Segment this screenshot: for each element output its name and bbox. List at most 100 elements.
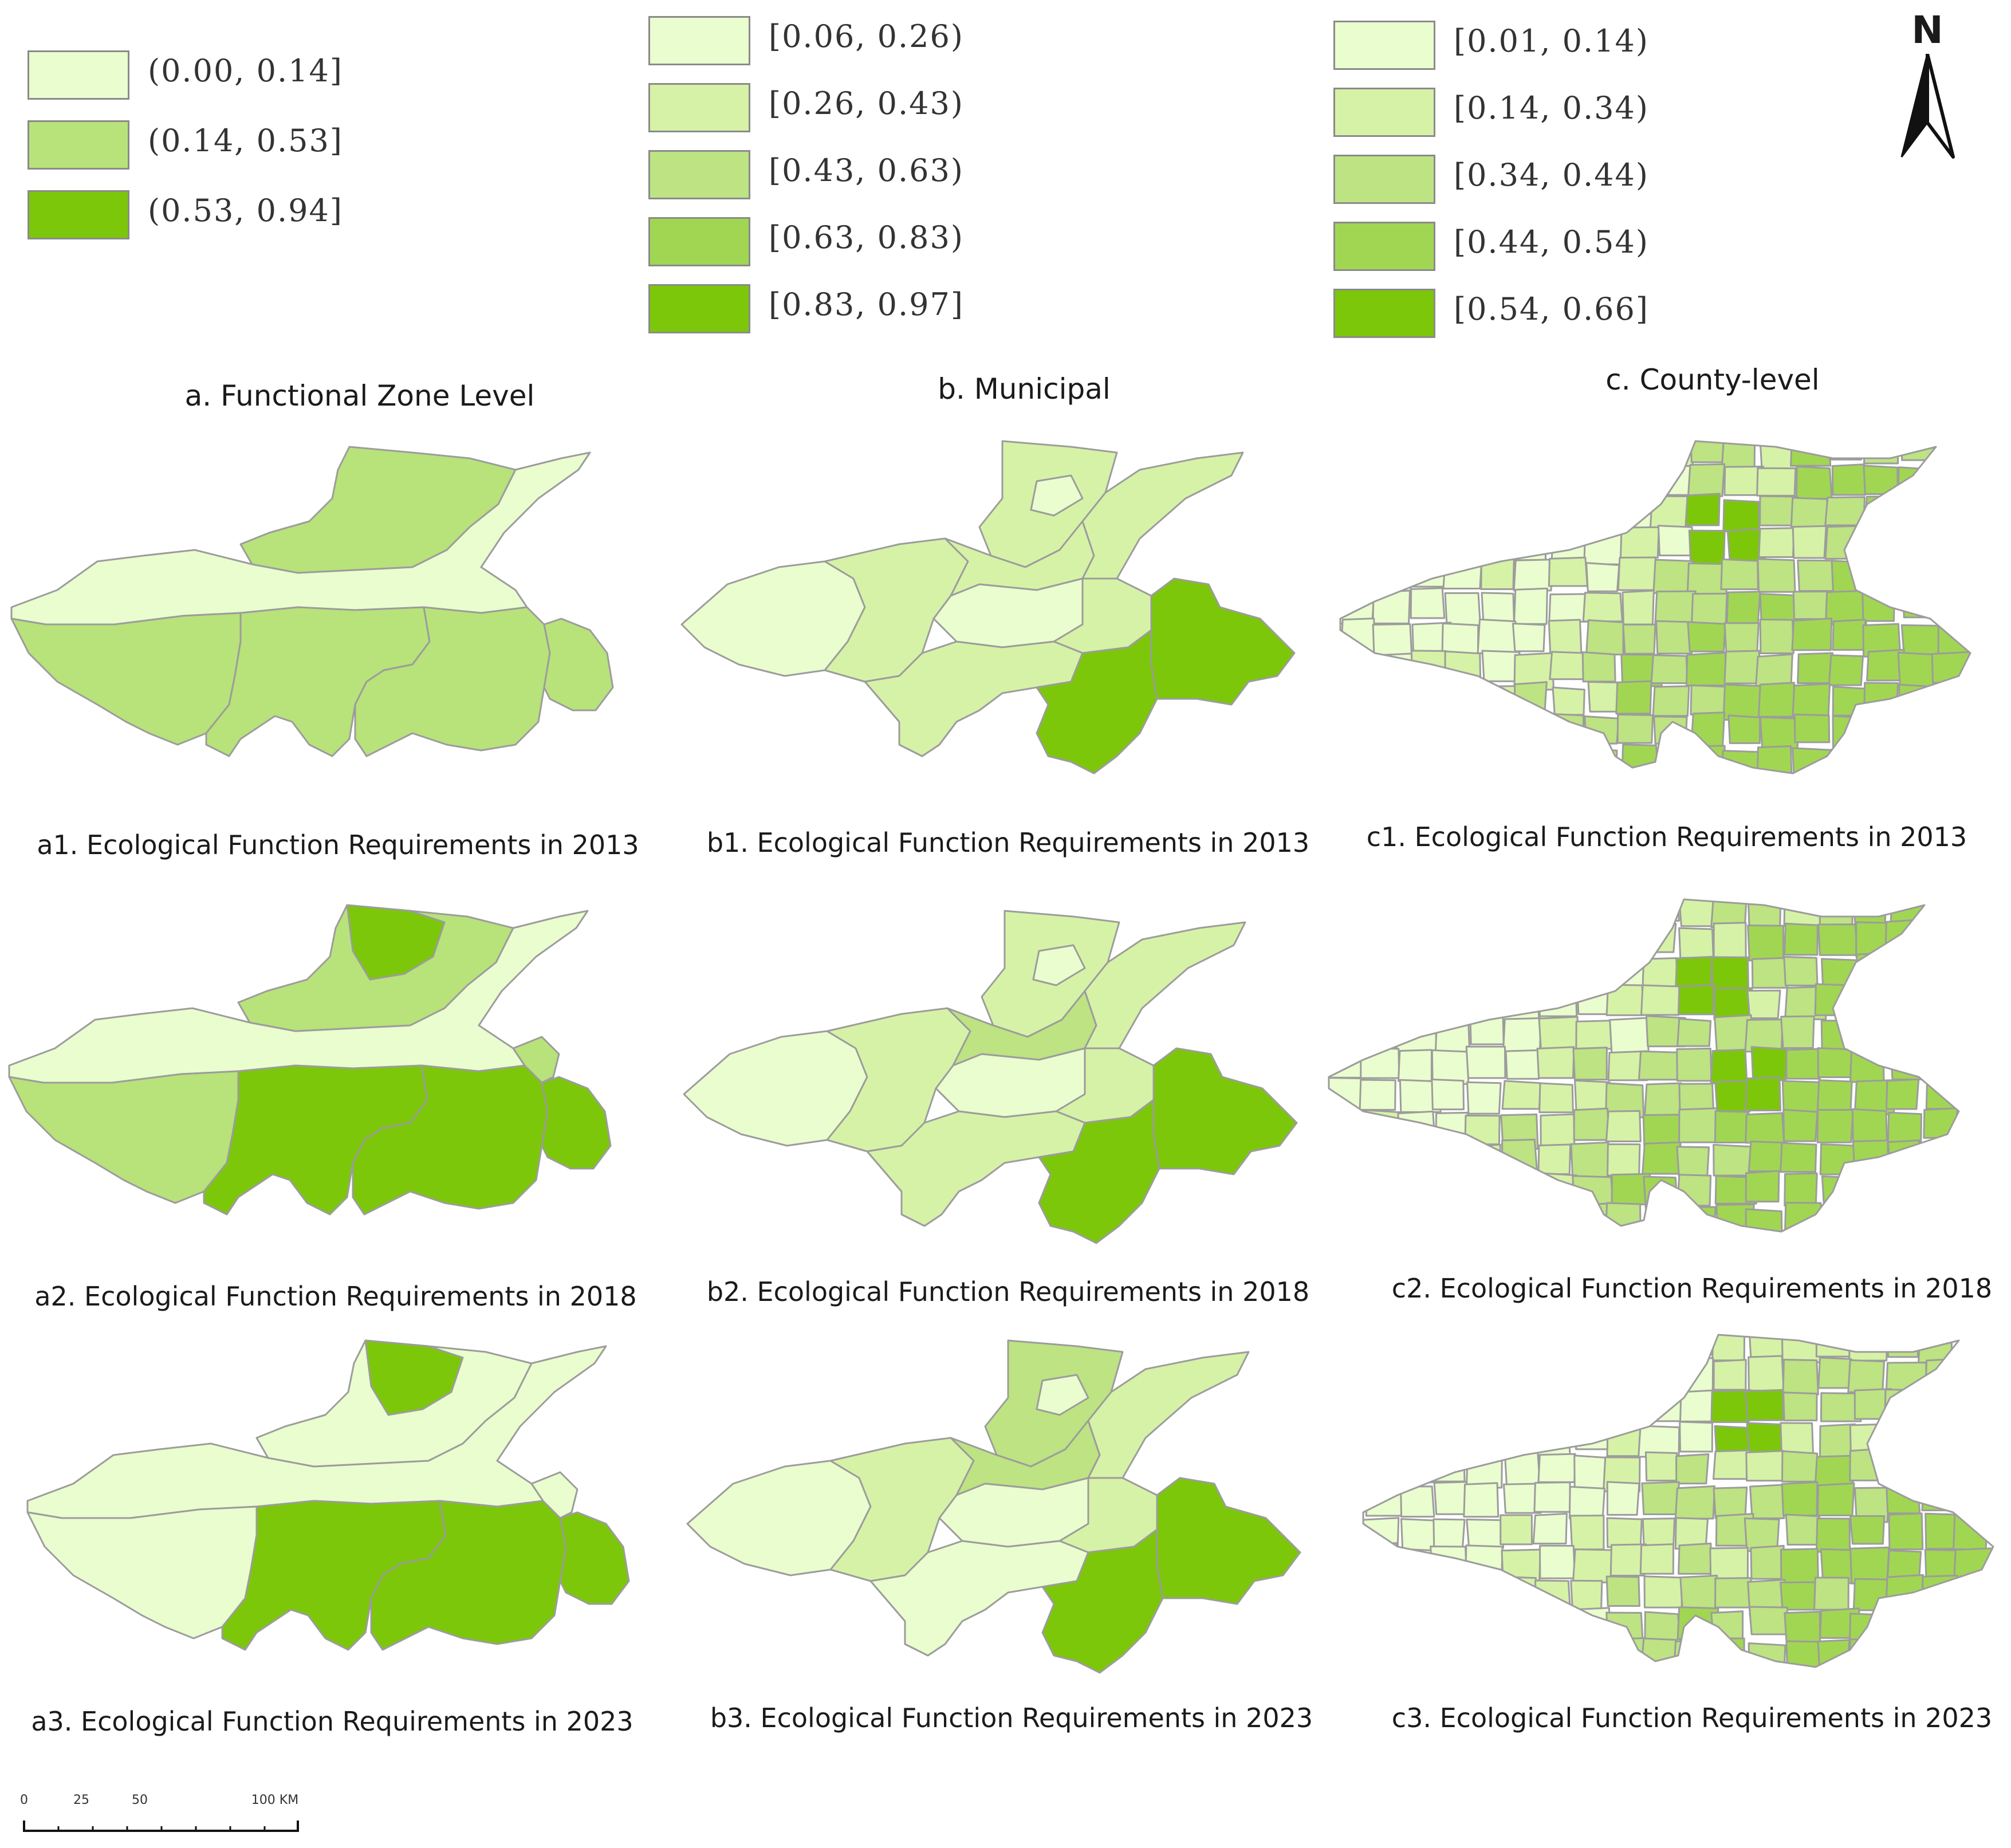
county-cell — [1640, 1637, 1678, 1667]
county-cell — [1605, 1110, 1642, 1143]
county-cell — [1646, 1206, 1682, 1232]
county-cell — [1606, 1481, 1640, 1516]
county-cell — [1360, 1142, 1398, 1174]
county-cell — [1676, 1146, 1710, 1177]
county-cell — [1885, 1078, 1920, 1110]
county-cell — [1690, 711, 1726, 748]
county-cell — [1510, 717, 1547, 752]
county-cells — [1329, 899, 1959, 1232]
county-cell — [1884, 956, 1919, 989]
county-cell — [1852, 1578, 1889, 1611]
county-cell — [1714, 1110, 1750, 1144]
county-cell — [1410, 465, 1443, 502]
county-cell — [1467, 1419, 1504, 1455]
county-cell — [1615, 680, 1652, 715]
county-cell — [1675, 1335, 1713, 1355]
legend-swatch — [648, 83, 750, 132]
county-cell — [1606, 1391, 1641, 1424]
county-cell — [1831, 560, 1865, 595]
county-cell — [1923, 1643, 1962, 1667]
county-cell — [1395, 1361, 1431, 1394]
county-cell — [1469, 953, 1511, 986]
county-cell — [1533, 1204, 1573, 1232]
county-cell — [1780, 1142, 1817, 1173]
legend-label: [0.01, 0.14) — [1454, 23, 1649, 59]
legend-label: [0.43, 0.63) — [769, 152, 964, 188]
county-cell — [1726, 591, 1761, 627]
county-cell — [1937, 620, 1970, 655]
county-cell — [1607, 1143, 1641, 1177]
county-cell — [1394, 1608, 1434, 1645]
county-cell — [1723, 650, 1762, 685]
county-cell — [1617, 556, 1659, 591]
county-cell — [1679, 1574, 1719, 1610]
county-cell — [1550, 713, 1585, 748]
county-cell — [1935, 466, 1970, 498]
county-cell — [1676, 1047, 1713, 1082]
county-cell — [1469, 1173, 1508, 1208]
county-cell — [1500, 1575, 1538, 1608]
county-cell — [1923, 1144, 1959, 1178]
county-cell — [1539, 1642, 1573, 1667]
county-cell — [1513, 681, 1548, 716]
county-cell — [1363, 1388, 1401, 1420]
county-cell — [1571, 1202, 1610, 1232]
legend-swatch — [1333, 155, 1435, 204]
scale-bar-line — [23, 1821, 299, 1832]
county-cell — [1585, 562, 1620, 592]
county-cell — [1462, 1607, 1504, 1644]
county-cell — [1372, 623, 1413, 659]
county-cell — [1329, 983, 1363, 1016]
county-cell — [1792, 525, 1827, 559]
county-cell — [1444, 746, 1479, 773]
zone-east-strip — [530, 1471, 578, 1519]
county-cell — [1887, 984, 1928, 1020]
county-cell — [1410, 650, 1447, 682]
county-cell — [1713, 1487, 1748, 1519]
county-cell — [1465, 1045, 1506, 1079]
county-cell — [1828, 654, 1864, 686]
city-southwest — [864, 640, 1084, 757]
county-cell — [1569, 1515, 1605, 1551]
county-cell — [1785, 1048, 1821, 1080]
county-cell — [1643, 899, 1680, 922]
county-cell — [1644, 1389, 1685, 1422]
county-cell — [1399, 1143, 1439, 1174]
county-cell — [1832, 619, 1867, 651]
county-cell — [1847, 1359, 1886, 1393]
county-cell — [1502, 953, 1540, 991]
county-cell — [1407, 531, 1443, 567]
legend-label: [0.54, 0.66] — [1454, 291, 1649, 327]
county-cell — [1358, 956, 1394, 991]
county-cell — [1534, 1579, 1572, 1616]
county-cell — [1643, 1335, 1685, 1358]
county-cell — [1607, 899, 1645, 929]
county-cell — [1575, 1390, 1617, 1428]
county-cell — [1605, 984, 1645, 1016]
county-cell — [1537, 1453, 1576, 1483]
county-cell — [1504, 1450, 1541, 1486]
county-cell — [1816, 1108, 1854, 1143]
county-cell — [1884, 918, 1921, 954]
county-cell — [1408, 715, 1446, 747]
county-cell — [1782, 1108, 1819, 1142]
county-cell — [1533, 956, 1571, 990]
county-cell — [1329, 921, 1361, 956]
county-cell — [1505, 1049, 1540, 1080]
county-cell — [1395, 1018, 1438, 1054]
scale-tick-label: 100 KM — [251, 1793, 299, 1807]
county-cell — [1710, 1389, 1752, 1424]
county-cell — [1757, 558, 1796, 593]
legend-swatch — [648, 16, 750, 65]
county-cell — [1505, 1642, 1544, 1667]
county-cell — [1372, 499, 1411, 529]
county-cell — [1331, 1204, 1367, 1232]
county-cell — [1816, 1079, 1853, 1114]
county-cell — [1479, 469, 1518, 505]
county-cell — [1340, 529, 1375, 564]
county-cell — [1747, 924, 1785, 962]
county-cell — [1748, 1355, 1785, 1391]
county-cell — [1363, 1356, 1400, 1390]
caption-b3: b3. Ecological Function Requirements in … — [710, 1702, 1313, 1733]
county-cell — [1616, 713, 1654, 744]
